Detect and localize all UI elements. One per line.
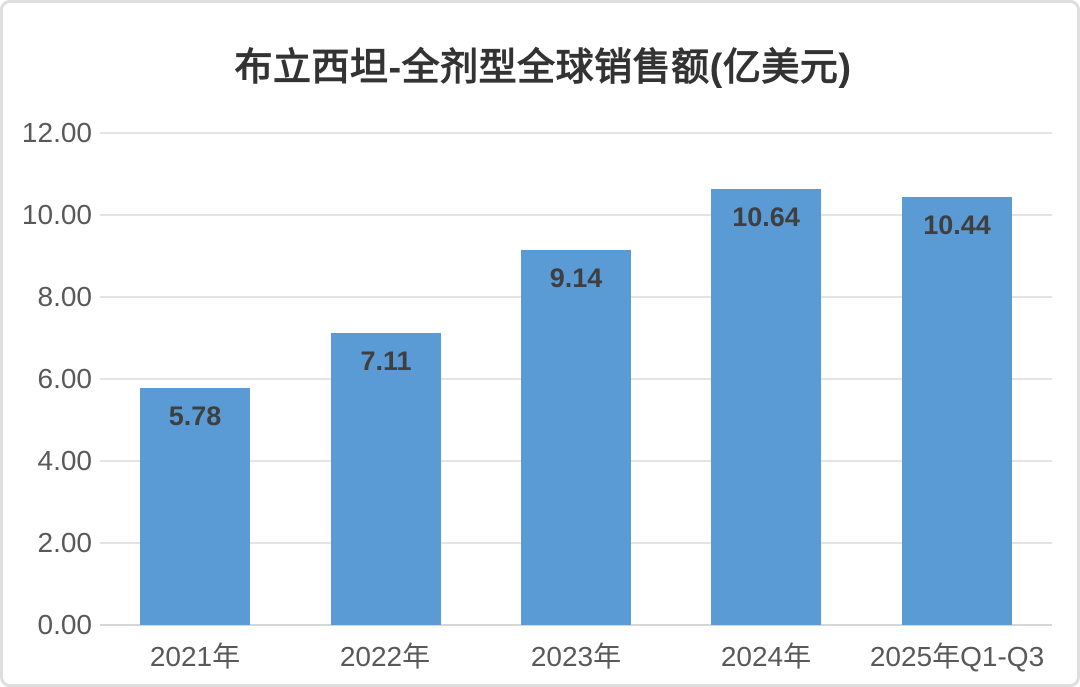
x-axis-line <box>100 624 1052 626</box>
bar-value-label: 9.14 <box>549 263 603 293</box>
bar-value-label: 5.78 <box>168 401 222 431</box>
bar-value-label: 10.44 <box>923 210 991 240</box>
plot-area: 5.78 7.11 9.14 10.64 10.44 <box>100 132 1052 626</box>
y-axis-tick-label: 4.00 <box>37 445 93 476</box>
x-axis-category-label: 2025年Q1-Q3 <box>869 641 1045 672</box>
bar: 10.44 <box>902 197 1012 625</box>
bar: 9.14 <box>521 250 631 625</box>
y-axis-tick-label: 10.00 <box>21 199 92 230</box>
x-axis-category-label: 2021年 <box>149 641 241 672</box>
y-axis-tick-label: 8.00 <box>37 281 93 312</box>
gridline <box>100 132 1052 134</box>
bar-value-label: 10.64 <box>732 202 800 232</box>
y-axis-tick-label: 6.00 <box>37 363 93 394</box>
bar: 10.64 <box>711 189 821 625</box>
bar-value-label: 7.11 <box>360 346 412 376</box>
y-axis-tick-label: 0.00 <box>37 609 93 640</box>
y-axis-tick-label: 2.00 <box>37 527 93 558</box>
gridline <box>100 214 1052 216</box>
bar: 7.11 <box>331 333 441 625</box>
y-axis-tick-label: 12.00 <box>21 117 92 148</box>
chart-title: 布立西坦-全剂型全球销售额(亿美元) <box>234 47 852 89</box>
x-axis-category-label: 2024年 <box>720 641 812 672</box>
x-axis-category-label: 2022年 <box>339 641 431 672</box>
bar: 5.78 <box>140 388 250 625</box>
x-axis-category-label: 2023年 <box>530 641 622 672</box>
